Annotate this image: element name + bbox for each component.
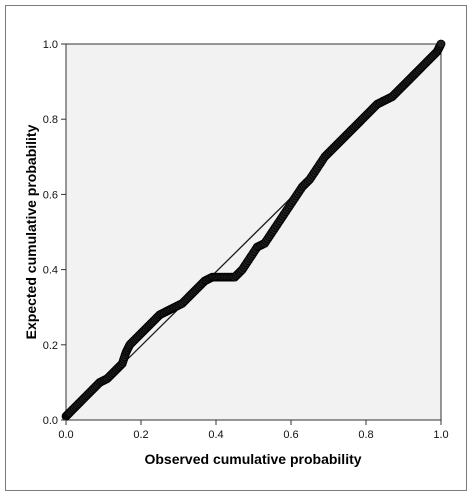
data-point — [436, 39, 446, 49]
x-tick-label: 0.2 — [133, 429, 148, 441]
x-axis-ticks: 0.0 0.2 0.4 0.6 0.8 1.0 — [58, 420, 449, 441]
y-tick-label: 1.0 — [43, 39, 58, 51]
y-axis-ticks: 0.0 0.2 0.4 0.6 0.8 1.0 — [43, 39, 66, 427]
x-tick-label: 0.0 — [58, 429, 73, 441]
x-tick-label: 0.4 — [208, 429, 223, 441]
y-tick-label: 0.6 — [43, 189, 58, 201]
y-tick-label: 0.8 — [43, 114, 58, 126]
y-tick-label: 0.0 — [43, 415, 58, 427]
y-tick-label: 0.2 — [43, 340, 58, 352]
x-axis-title: Observed cumulative probability — [144, 451, 361, 467]
y-tick-label: 0.4 — [43, 265, 58, 277]
x-tick-label: 0.6 — [283, 429, 298, 441]
y-axis-title: Expected cumulative probability — [23, 124, 39, 339]
x-tick-label: 0.8 — [358, 429, 373, 441]
x-tick-label: 1.0 — [433, 429, 448, 441]
data-points — [61, 39, 446, 421]
